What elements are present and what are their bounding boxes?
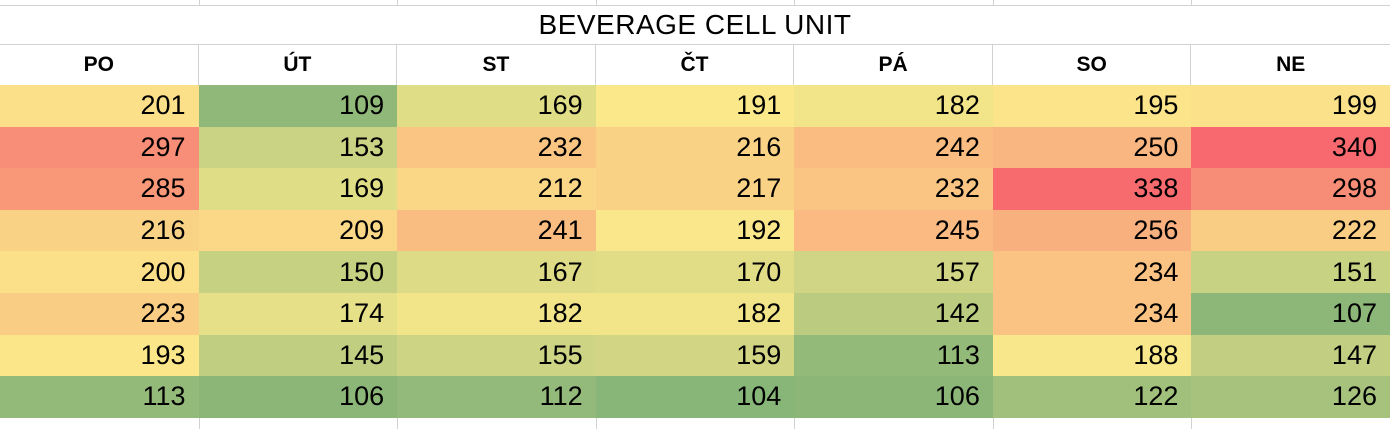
heatmap-cell-PÁ-row1[interactable]: 182 [794,85,993,127]
heatmap-cell-PO-row5[interactable]: 200 [0,251,199,293]
heatmap-cell-PO-row4[interactable]: 216 [0,209,199,252]
heatmap-cell-PÁ-row4[interactable]: 245 [794,209,993,252]
heatmap-cell-NE-row1[interactable]: 199 [1191,85,1390,127]
gridline [794,0,796,5]
heatmap-cell-PO-row6[interactable]: 223 [0,292,199,335]
heatmap-cell-SO-row1[interactable]: 195 [992,85,1192,127]
heatmap-cell-SO-row4[interactable]: 256 [992,209,1192,252]
column-header-6[interactable]: SO [993,45,1192,85]
data-grid: 201 109 169 191 182 195 199 297 153 232 216 242 250 3… [0,85,1390,418]
heatmap-cell-SO-row7[interactable]: 188 [992,334,1192,377]
heatmap-cell-ÚT-row8[interactable]: 106 [198,376,398,418]
heatmap-cell-NE-row5[interactable]: 151 [1191,251,1390,293]
heatmap-cell-SO-row8[interactable]: 122 [992,376,1192,418]
gridline [397,417,399,429]
heatmap-cell-ST-row6[interactable]: 182 [397,292,596,335]
heatmap-cell-ČT-row4[interactable]: 192 [595,209,795,252]
heatmap-cell-PÁ-row8[interactable]: 106 [794,376,993,418]
heatmap-cell-PÁ-row2[interactable]: 242 [794,126,993,169]
heatmap-cell-NE-row4[interactable]: 222 [1191,209,1390,252]
heatmap-cell-ČT-row2[interactable]: 216 [595,126,795,169]
gridline [198,0,200,5]
heatmap-cell-PÁ-row5[interactable]: 157 [794,251,993,293]
gridline [1191,417,1193,429]
heatmap-cell-ČT-row6[interactable]: 182 [595,292,795,335]
heatmap-cell-ÚT-row1[interactable]: 109 [198,85,398,127]
heatmap-cell-ÚT-row5[interactable]: 150 [198,251,398,293]
column-header-4[interactable]: ČT [596,45,795,85]
heatmap-cell-SO-row3[interactable]: 338 [992,168,1192,210]
heatmap-cell-SO-row6[interactable]: 234 [992,292,1192,335]
top-row-sliver [0,0,1390,6]
heatmap-cell-ST-row5[interactable]: 167 [397,251,596,293]
heatmap-cell-ÚT-row7[interactable]: 145 [198,334,398,377]
heatmap-cell-PÁ-row3[interactable]: 232 [794,168,993,210]
heatmap-cell-PO-row3[interactable]: 285 [0,168,199,210]
heatmap-cell-PO-row1[interactable]: 201 [0,85,199,127]
heatmap-cell-PO-row7[interactable]: 193 [0,334,199,377]
gridline [992,0,994,5]
heatmap-cell-NE-row7[interactable]: 147 [1191,334,1390,377]
gridline [397,0,399,5]
heatmap-cell-ČT-row7[interactable]: 159 [595,334,795,377]
heatmap-cell-ÚT-row2[interactable]: 153 [198,126,398,169]
heatmap-cell-PO-row8[interactable]: 113 [0,376,199,418]
gridline [198,417,200,429]
heatmap-cell-ST-row3[interactable]: 212 [397,168,596,210]
heatmap-cell-ČT-row3[interactable]: 217 [595,168,795,210]
heatmap-cell-ST-row7[interactable]: 155 [397,334,596,377]
heatmap-cell-ÚT-row3[interactable]: 169 [198,168,398,210]
heatmap-cell-NE-row6[interactable]: 107 [1191,292,1390,335]
sheet-title: BEVERAGE CELL UNIT [538,9,852,40]
heatmap-cell-PÁ-row7[interactable]: 113 [794,334,993,377]
heatmap-cell-NE-row2[interactable]: 340 [1191,126,1390,169]
gridline [1191,0,1193,5]
heatmap-cell-PO-row2[interactable]: 297 [0,126,199,169]
heatmap-cell-ST-row1[interactable]: 169 [397,85,596,127]
heatmap-cell-ČT-row1[interactable]: 191 [595,85,795,127]
column-header-7[interactable]: NE [1276,53,1306,76]
heatmap-cell-ÚT-row6[interactable]: 174 [198,292,398,335]
heatmap-cell-SO-row5[interactable]: 234 [992,251,1192,293]
heatmap-cell-SO-row2[interactable]: 250 [992,126,1192,169]
heatmap-cell-ST-row4[interactable]: 241 [397,209,596,252]
heatmap-cell-ČT-row8[interactable]: 104 [595,376,795,418]
header-row: PO ÚT ST ČT PÁ SO NE [0,45,1390,85]
column-header-1[interactable]: PO [0,45,199,85]
gridline [794,417,796,429]
heatmap-cell-NE-row8[interactable]: 126 [1191,376,1390,418]
column-header-3[interactable]: ST [397,45,596,85]
title-merged-cell[interactable]: BEVERAGE CELL UNIT [0,6,1390,45]
gridline [595,417,597,429]
heatmap-cell-ST-row8[interactable]: 112 [397,376,596,418]
gridline [992,417,994,429]
gridline [595,0,597,5]
heatmap-cell-ČT-row5[interactable]: 170 [595,251,795,293]
heatmap-cell-ÚT-row4[interactable]: 209 [198,209,398,252]
column-header-2[interactable]: ÚT [199,45,398,85]
heatmap-cell-PÁ-row6[interactable]: 142 [794,292,993,335]
heatmap-cell-ST-row2[interactable]: 232 [397,126,596,169]
heatmap-cell-NE-row3[interactable]: 298 [1191,168,1390,210]
column-header-5[interactable]: PÁ [794,45,993,85]
bottom-row-sliver [0,417,1390,429]
